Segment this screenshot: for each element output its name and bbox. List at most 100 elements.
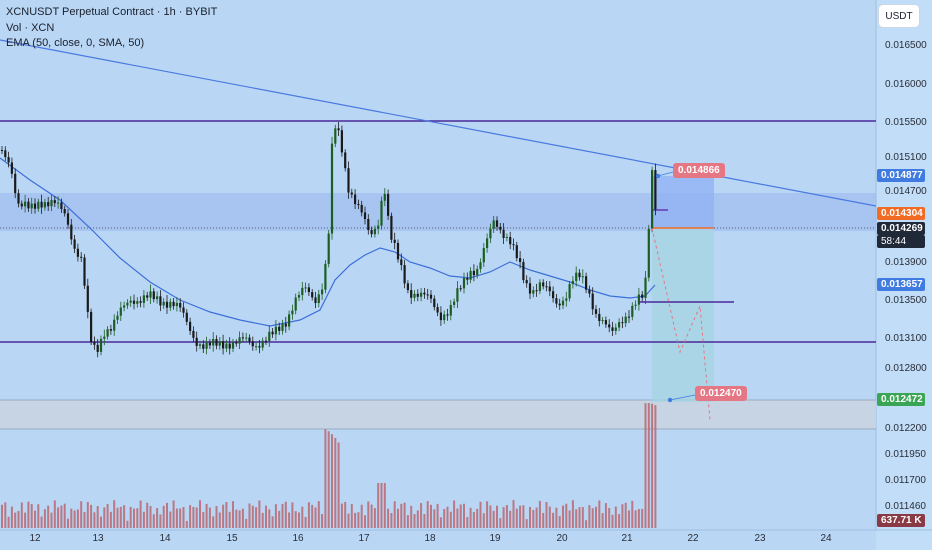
candle-body <box>76 248 79 257</box>
candle-body <box>129 300 132 303</box>
candle-body <box>594 309 598 314</box>
candle-body <box>208 342 211 346</box>
projected-path <box>651 227 711 421</box>
volume-bar <box>548 506 551 528</box>
candle-body <box>116 315 119 320</box>
time-label: 18 <box>424 533 436 544</box>
candle-body <box>608 324 611 328</box>
ema-indicator[interactable]: EMA (50, close, 0, SMA, 50) <box>6 37 145 49</box>
volume-bar <box>271 516 274 528</box>
volume-bar <box>601 513 604 528</box>
annotation-bottom-label[interactable]: 0.012470 <box>695 386 747 401</box>
volume-bar <box>327 431 330 528</box>
candle-body <box>156 296 159 300</box>
volume-bar <box>344 501 347 528</box>
volume-bar <box>439 517 442 528</box>
annotation-top-label[interactable]: 0.014866 <box>673 163 725 178</box>
volume-bar <box>192 506 195 528</box>
volume-bar <box>654 405 657 528</box>
volume-bar <box>27 501 30 528</box>
volume-bar <box>433 509 436 528</box>
volume-bar <box>76 509 79 528</box>
volume-bar <box>413 514 416 528</box>
volume-bar <box>37 504 40 528</box>
candle-body <box>528 283 532 294</box>
candle-body <box>571 280 574 285</box>
time-label: 23 <box>754 533 766 544</box>
volume-bar <box>241 508 244 528</box>
volume-bar <box>552 512 555 528</box>
volume-bar <box>400 503 403 528</box>
candle-body <box>360 204 363 213</box>
volume-bar <box>492 510 495 528</box>
volume-bar <box>251 505 254 528</box>
candle-body <box>268 331 271 342</box>
candle-body <box>281 323 284 331</box>
volume-bar <box>585 520 588 528</box>
candle-body <box>400 259 403 266</box>
volume-bar <box>10 506 13 528</box>
volume-bar <box>116 507 119 528</box>
volume-bar <box>281 503 284 528</box>
candle-body <box>321 289 324 295</box>
price-tag-target: 0.012472 <box>877 393 925 406</box>
volume-bar <box>390 513 393 528</box>
candle-body <box>634 304 637 306</box>
candle-body <box>27 201 30 209</box>
volume-bar <box>502 507 505 528</box>
volume-indicator[interactable]: Vol · XCN <box>6 22 55 34</box>
volume-bar <box>598 500 601 528</box>
volume-bar <box>189 505 192 528</box>
volume-bar <box>568 510 571 528</box>
volume-bar <box>515 508 518 528</box>
volume-bar <box>393 501 396 528</box>
candle-body <box>149 291 152 298</box>
volume-bar <box>106 504 109 528</box>
price-tag-last: 0.014269 <box>877 222 925 235</box>
volume-bar <box>73 510 76 528</box>
candle-body <box>179 302 182 308</box>
volume-bar <box>387 508 390 528</box>
candle-body <box>10 162 13 174</box>
currency-button[interactable]: USDT <box>879 5 919 27</box>
volume-bar <box>288 512 291 528</box>
candle-body <box>585 276 588 290</box>
volume-bar <box>179 508 182 528</box>
volume-bar <box>637 509 640 528</box>
volume-bar <box>588 505 591 528</box>
annotation-bottom-connector <box>669 394 696 401</box>
volume-bar <box>123 505 126 528</box>
volume-bar <box>350 503 353 528</box>
candle-body <box>406 283 409 291</box>
candle-body <box>502 229 505 238</box>
candle-body <box>317 294 320 304</box>
volume-bar <box>156 507 159 528</box>
candle-body <box>354 194 357 205</box>
candle-body <box>614 327 617 331</box>
volume-bar <box>298 512 300 528</box>
price-tick: 0.011700 <box>885 475 926 486</box>
price-tag-entry: 0.014304 <box>877 207 925 220</box>
volume-bar <box>377 483 380 528</box>
candle-body <box>327 233 330 264</box>
candle-body <box>380 200 383 226</box>
candle-body <box>24 201 27 207</box>
volume-bar <box>591 508 594 528</box>
candle-body <box>581 276 584 278</box>
volume-bar <box>133 508 135 528</box>
volume-bar <box>278 510 281 528</box>
candle-body <box>522 261 525 281</box>
volume-bar <box>265 505 267 528</box>
volume-bar <box>136 508 139 528</box>
candle-body <box>60 202 63 210</box>
volume-bar <box>641 508 644 528</box>
volume-bar <box>215 505 218 528</box>
candle-body <box>271 331 274 335</box>
candle-body <box>459 288 462 290</box>
candle-body <box>377 225 380 229</box>
volume-bar <box>337 442 340 528</box>
volume-bar <box>53 500 56 528</box>
candle-body <box>357 204 360 206</box>
volume-bar <box>245 518 248 528</box>
